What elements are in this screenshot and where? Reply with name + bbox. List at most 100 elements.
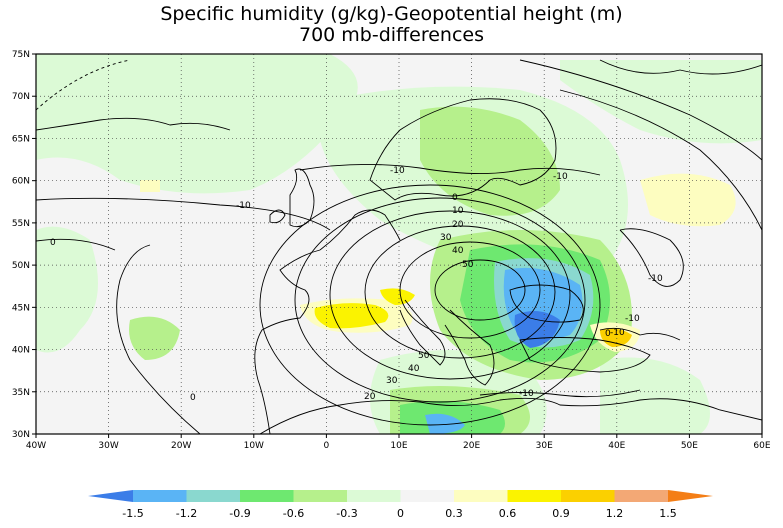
contour-label: 0 bbox=[190, 393, 196, 403]
colorbar-tick-label: -0.6 bbox=[283, 507, 304, 520]
humidity-field-russia bbox=[640, 173, 736, 227]
longitude-labels: 40W 30W 20W 10W 0 10E 20E 30E 40E 50E 60E bbox=[26, 441, 771, 451]
longitude-tick-label: 30E bbox=[536, 441, 553, 451]
height-contours bbox=[36, 59, 762, 434]
humidity-field-small-patch bbox=[140, 180, 160, 192]
contour-0-east bbox=[599, 327, 681, 341]
latitude-tick-label: 35N bbox=[12, 388, 30, 398]
contour-label: 20 bbox=[364, 392, 376, 402]
colorbar-segment bbox=[293, 490, 347, 502]
humidity-field-baltic bbox=[420, 106, 560, 216]
colorbar-high-arrow bbox=[668, 490, 713, 502]
contour-label-group: -10 -10 -10 -10 0 0 0 10 20 30 40 50 50 … bbox=[50, 166, 663, 403]
humidity-field-italy bbox=[314, 303, 389, 329]
colorbar-segment bbox=[454, 490, 508, 502]
longitude-tick-label: 20W bbox=[171, 441, 191, 451]
humidity-field-west bbox=[36, 226, 98, 353]
humidity-field-turkey bbox=[600, 328, 632, 347]
humidity-field-south-low bbox=[425, 413, 465, 434]
latitude-tick-label: 30N bbox=[12, 430, 30, 440]
humidity-field-atlantic-patch bbox=[129, 316, 180, 360]
contour-30 bbox=[364, 225, 556, 359]
contour-50-inner bbox=[434, 259, 526, 321]
colorbar-low-arrow bbox=[88, 490, 133, 502]
humidity-field-minimum bbox=[514, 311, 560, 348]
coastline-scandinavia bbox=[369, 98, 557, 201]
contour-label: 0 bbox=[452, 193, 458, 203]
contour-minus10-east bbox=[619, 228, 684, 287]
title-line-2: 700 mb-differences bbox=[298, 24, 484, 46]
humidity-field-south-east bbox=[600, 357, 710, 434]
coastline-italy bbox=[399, 299, 446, 366]
contour-label: 10 bbox=[452, 206, 464, 216]
contour-label: -10 bbox=[610, 328, 625, 338]
longitude-tick-label: 20E bbox=[463, 441, 480, 451]
colorbar-tick-label: 0.6 bbox=[499, 507, 517, 520]
humidity-field-alps bbox=[380, 288, 415, 305]
contour-0 bbox=[259, 184, 601, 426]
coastlines bbox=[36, 59, 762, 434]
contour-dashed-north-west bbox=[36, 59, 131, 111]
colorbar-segment bbox=[186, 490, 240, 502]
longitude-tick-label: 10E bbox=[390, 441, 407, 451]
contour-label: 30 bbox=[440, 233, 452, 243]
colorbar-segment bbox=[347, 490, 401, 502]
colorbar bbox=[88, 490, 713, 502]
latitude-tick-label: 75N bbox=[12, 50, 30, 60]
contour-40-inner bbox=[399, 241, 541, 339]
longitude-tick-label: 40W bbox=[26, 441, 46, 451]
colorbar-tick-label: 0.3 bbox=[445, 507, 463, 520]
latitude-tick-label: 40N bbox=[12, 346, 30, 356]
latitude-tick-label: 60N bbox=[12, 177, 30, 187]
contour-label: -10 bbox=[625, 314, 640, 324]
coastline-iberia bbox=[254, 249, 321, 434]
colorbar-segment bbox=[133, 490, 187, 502]
latitude-tick-label: 70N bbox=[12, 92, 30, 102]
contour-label: 50 bbox=[462, 260, 474, 270]
contour-label: 40 bbox=[408, 364, 420, 374]
colorbar-tick-label: -0.9 bbox=[229, 507, 250, 520]
coastline-arctic bbox=[599, 59, 762, 75]
contour-0-far-west bbox=[36, 238, 116, 251]
contour-20 bbox=[329, 210, 571, 380]
contour-label: -10 bbox=[519, 389, 534, 399]
colorbar-tick-label: -1.5 bbox=[122, 507, 143, 520]
latitude-tick-label: 55N bbox=[12, 219, 30, 229]
contour-label: 20 bbox=[452, 220, 464, 230]
colorbar-segment bbox=[240, 490, 294, 502]
coastline-ireland bbox=[269, 209, 286, 224]
coastline-balkans bbox=[444, 309, 495, 386]
coastline-black-sea bbox=[509, 284, 584, 323]
colorbar-segment bbox=[400, 490, 454, 502]
longitude-tick-label: 50E bbox=[681, 441, 698, 451]
latitude-tick-label: 45N bbox=[12, 303, 30, 313]
contour-minus10-south bbox=[479, 389, 641, 398]
longitude-tick-label: 10W bbox=[244, 441, 264, 451]
contour-label: 0 bbox=[50, 238, 56, 248]
axis-ticks bbox=[32, 53, 763, 438]
contour-north-east-1 bbox=[559, 89, 762, 231]
longitude-tick-label: 30W bbox=[98, 441, 118, 451]
contour-label: -10 bbox=[648, 274, 663, 284]
contour-label: -10 bbox=[236, 201, 251, 211]
contour-label: 30 bbox=[386, 376, 398, 386]
contour-north-east-2 bbox=[519, 59, 762, 161]
contour-0-west bbox=[116, 244, 201, 434]
coastline-north-africa bbox=[259, 397, 762, 434]
contour-label: -10 bbox=[390, 166, 405, 176]
contour-label: 50 bbox=[418, 351, 430, 361]
latitude-tick-label: 50N bbox=[12, 261, 30, 271]
latitude-labels: 30N 35N 40N 45N 50N 55N 60N 65N 70N 75N bbox=[12, 50, 30, 440]
latitude-tick-label: 65N bbox=[12, 134, 30, 144]
colorbar-segment bbox=[507, 490, 561, 502]
title-line-1: Specific humidity (g/kg)-Geopotential he… bbox=[160, 3, 623, 25]
colorbar-tick-label: 1.2 bbox=[606, 507, 624, 520]
contour-10 bbox=[294, 197, 586, 403]
colorbar-tick-label: 0 bbox=[397, 507, 404, 520]
contour-label: -10 bbox=[553, 172, 568, 182]
contour-minus10-north bbox=[299, 163, 601, 176]
contour-minus10-west bbox=[36, 197, 331, 231]
longitude-tick-label: 60E bbox=[753, 441, 770, 451]
colorbar-tick-label: -1.2 bbox=[176, 507, 197, 520]
